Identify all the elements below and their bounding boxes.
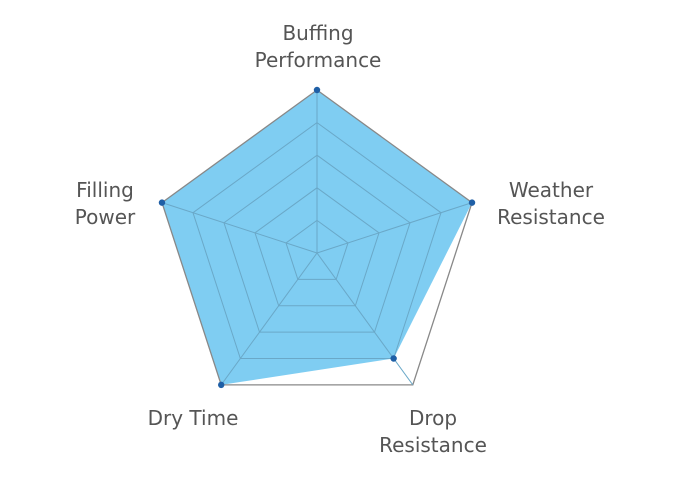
data-point xyxy=(468,199,476,206)
spoke xyxy=(316,202,473,254)
grid-ring xyxy=(254,187,380,307)
spoke xyxy=(161,202,318,254)
axis-label: Dry Time xyxy=(147,406,239,430)
axis-label: Drop Resistance xyxy=(379,406,487,457)
axis-label: Weather Resistance xyxy=(497,178,605,229)
grid-ring xyxy=(192,121,442,359)
grid-ring xyxy=(285,219,349,280)
grid-ring xyxy=(223,154,411,333)
axis-label: Buffing Performance xyxy=(254,21,382,72)
spoke xyxy=(220,252,318,386)
spoke xyxy=(316,252,414,386)
data-point xyxy=(217,381,225,389)
data-point xyxy=(313,86,321,94)
grid-ring xyxy=(161,89,473,386)
data-point xyxy=(390,355,397,362)
axis-label: Filling Power xyxy=(74,178,136,229)
data-point xyxy=(158,199,166,206)
